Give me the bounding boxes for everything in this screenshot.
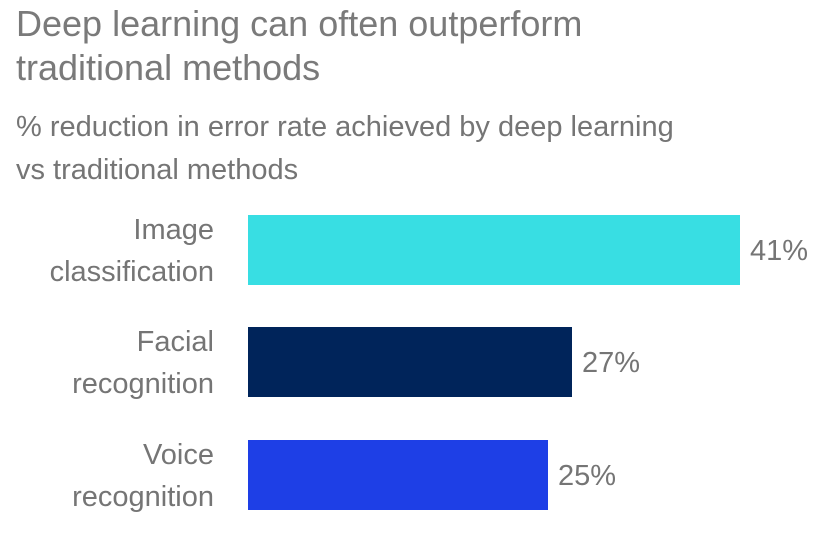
value-label-1: 27% xyxy=(582,347,640,379)
value-label-2: 25% xyxy=(558,460,616,492)
value-label-0: 41% xyxy=(750,235,808,267)
bar-0 xyxy=(248,215,740,285)
category-label-0-line-1: classification xyxy=(50,256,214,288)
category-label-2: Voice recognition xyxy=(72,439,214,513)
category-label-2-line-1: recognition xyxy=(72,481,214,513)
bar-1 xyxy=(248,327,572,397)
category-label-1-line-0: Facial xyxy=(137,326,214,358)
category-label-1-line-1: recognition xyxy=(72,368,214,400)
chart-subtitle: % reduction in error rate achieved by de… xyxy=(16,106,816,192)
bar-2 xyxy=(248,440,548,510)
chart-subtitle-line-1: % reduction in error rate achieved by de… xyxy=(16,111,674,143)
chart-subtitle-line-2: vs traditional methods xyxy=(16,154,299,186)
chart-title-line-1: Deep learning can often outperform xyxy=(16,3,583,44)
chart-title-line-2: traditional methods xyxy=(16,47,321,88)
category-label-0-line-0: Image xyxy=(133,214,214,246)
category-label-0: Image classification xyxy=(50,214,214,288)
category-label-2-line-0: Voice xyxy=(143,439,214,471)
category-label-1: Facial recognition xyxy=(72,326,214,400)
chart-title: Deep learning can often outperform tradi… xyxy=(16,2,816,90)
